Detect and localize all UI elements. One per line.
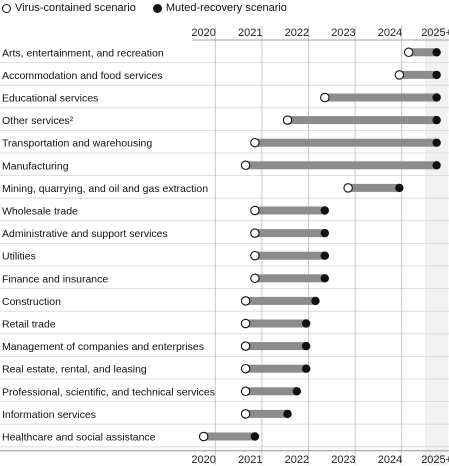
muted-recovery-marker — [395, 183, 404, 193]
muted-recovery-marker — [283, 409, 292, 419]
range-bar — [254, 206, 325, 215]
x-tick-label-bottom: 2025+ — [421, 454, 449, 466]
category-label: Other services² — [2, 115, 74, 127]
virus-contained-marker — [240, 341, 251, 351]
category-label: Transportation and warehousing — [2, 138, 152, 150]
highlight-column — [425, 26, 449, 465]
range-bar — [348, 183, 400, 192]
muted-recovery-marker — [320, 251, 330, 260]
legend-label-muted-recovery: Muted-recovery scenario — [165, 2, 287, 14]
muted-recovery-marker — [301, 319, 311, 328]
virus-contained-marker — [240, 386, 251, 397]
muted-recovery-marker — [432, 161, 441, 170]
range-bar — [254, 229, 325, 238]
category-label: Construction — [2, 296, 61, 308]
virus-contained-marker — [240, 296, 251, 306]
category-label: Information services — [2, 409, 96, 421]
range-bar — [245, 319, 307, 328]
x-tick-label-top: 2024 — [378, 27, 402, 39]
category-label: Arts, entertainment, and recreation — [2, 47, 164, 59]
range-bar — [408, 48, 437, 57]
category-label: Accommodation and food services — [2, 70, 163, 82]
muted-recovery-marker — [301, 341, 311, 351]
legend-item-muted-recovery: Muted-recovery scenario — [152, 2, 287, 14]
virus-contained-marker — [403, 47, 414, 58]
range-bar — [245, 387, 297, 396]
range-bar — [245, 296, 316, 305]
range-bar — [245, 342, 307, 351]
muted-recovery-marker — [432, 93, 441, 102]
category-label: Professional, scientific, and technical … — [2, 386, 215, 398]
muted-recovery-marker — [432, 115, 441, 125]
category-label: Real estate, rental, and leasing — [2, 364, 147, 376]
x-tick-label-bottom: 2024 — [378, 454, 402, 466]
virus-contained-marker — [240, 409, 251, 419]
range-bar — [324, 93, 437, 102]
muted-recovery-marker — [292, 387, 302, 396]
muted-recovery-marker — [320, 274, 330, 283]
virus-contained-marker — [394, 70, 405, 80]
range-bar — [287, 116, 437, 125]
legend-label-virus-contained: Virus-contained scenario — [15, 2, 136, 14]
category-label: Wholesale trade — [2, 206, 78, 218]
muted-recovery-marker — [301, 364, 311, 373]
muted-recovery-marker — [320, 206, 330, 215]
x-tick-label-bottom: 2021 — [238, 454, 262, 466]
virus-contained-marker — [198, 431, 209, 442]
range-bar — [245, 364, 307, 373]
filled-circle-icon — [152, 3, 162, 13]
category-label: Utilities — [2, 251, 36, 263]
virus-contained-marker — [250, 273, 260, 284]
x-tick-label-top: 2020 — [191, 27, 215, 39]
x-tick-label-top: 2022 — [285, 27, 309, 39]
muted-recovery-marker — [320, 228, 330, 238]
category-label: Manufacturing — [2, 160, 69, 172]
category-label: Management of companies and enterprises — [2, 341, 204, 353]
x-tick-label-top: 2023 — [331, 27, 355, 39]
virus-contained-marker — [250, 205, 260, 216]
x-tick-label-bottom: 2022 — [285, 454, 309, 466]
virus-contained-marker — [240, 363, 251, 374]
virus-contained-marker — [240, 318, 251, 329]
category-label: Educational services — [2, 93, 98, 105]
range-bar — [254, 138, 437, 147]
x-tick-label-top: 2021 — [238, 27, 262, 39]
range-bar — [254, 251, 325, 260]
muted-recovery-marker — [311, 296, 320, 306]
x-tick-label-top: 2025+ — [421, 27, 449, 39]
range-bar — [254, 274, 325, 283]
category-label: Administrative and support services — [2, 228, 168, 240]
virus-contained-marker — [240, 160, 251, 171]
category-label: Healthcare and social assistance — [2, 432, 156, 444]
range-bar — [203, 432, 255, 441]
muted-recovery-marker — [432, 138, 441, 147]
range-bar — [245, 409, 288, 418]
virus-contained-marker — [250, 250, 260, 261]
range-bar — [245, 161, 437, 170]
muted-recovery-marker — [250, 432, 260, 441]
legend-item-virus-contained: Virus-contained scenario — [2, 2, 136, 14]
category-label: Retail trade — [2, 319, 56, 331]
open-circle-icon — [2, 3, 11, 13]
muted-recovery-marker — [432, 70, 441, 80]
virus-contained-marker — [343, 183, 353, 193]
category-label: Finance and insurance — [2, 273, 108, 285]
range-bar — [399, 70, 437, 79]
legend: Virus-contained scenario Muted-recovery … — [2, 2, 299, 14]
virus-contained-marker — [250, 228, 260, 238]
muted-recovery-marker — [432, 48, 441, 57]
x-tick-label-bottom: 2023 — [331, 454, 355, 466]
x-tick-label-bottom: 2020 — [191, 454, 215, 466]
virus-contained-marker — [282, 115, 293, 125]
virus-contained-marker — [320, 92, 330, 103]
category-label: Mining, quarrying, and oil and gas extra… — [2, 183, 208, 195]
virus-contained-marker — [250, 137, 260, 148]
